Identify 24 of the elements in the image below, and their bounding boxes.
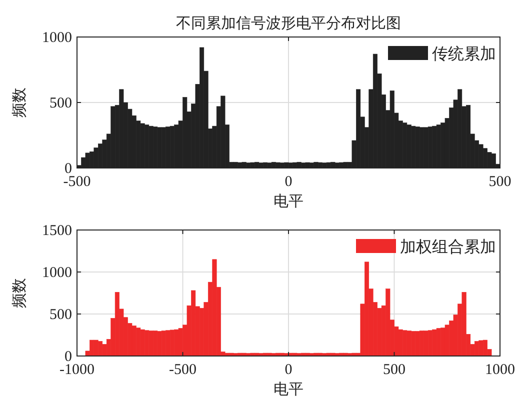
legend: 加权组合累加	[356, 239, 496, 256]
y-tick-label: 0	[64, 349, 72, 365]
x-axis-title: 电平	[274, 193, 304, 210]
x-tick-label: 0	[284, 362, 292, 378]
legend-label: 加权组合累加	[400, 238, 496, 256]
x-tick-label: 500	[488, 174, 512, 190]
chart-title: 不同累加信号波形电平分布对比图	[176, 15, 401, 32]
y-tick-label: 500	[50, 307, 72, 323]
x-tick-label: 1000	[485, 362, 515, 378]
x-tick-label: 500	[383, 362, 406, 378]
x-tick-label: -500	[63, 174, 91, 190]
y-axis-title: 频数	[11, 88, 28, 118]
y-tick-label: 0	[64, 161, 72, 177]
y-axis-title: 频数	[11, 278, 28, 308]
y-tick-label: 500	[50, 96, 72, 112]
x-axis-title: 电平	[274, 381, 304, 398]
legend-label: 传统累加	[432, 45, 496, 63]
y-tick-label: 1000	[42, 265, 72, 281]
y-tick-label: 1500	[42, 223, 72, 239]
y-tick-label: 1000	[42, 30, 72, 46]
legend: 传统累加	[388, 46, 496, 63]
x-tick-label: -500	[169, 362, 196, 378]
x-tick-label: 0	[284, 174, 292, 190]
x-tick-label: -1000	[60, 362, 94, 378]
